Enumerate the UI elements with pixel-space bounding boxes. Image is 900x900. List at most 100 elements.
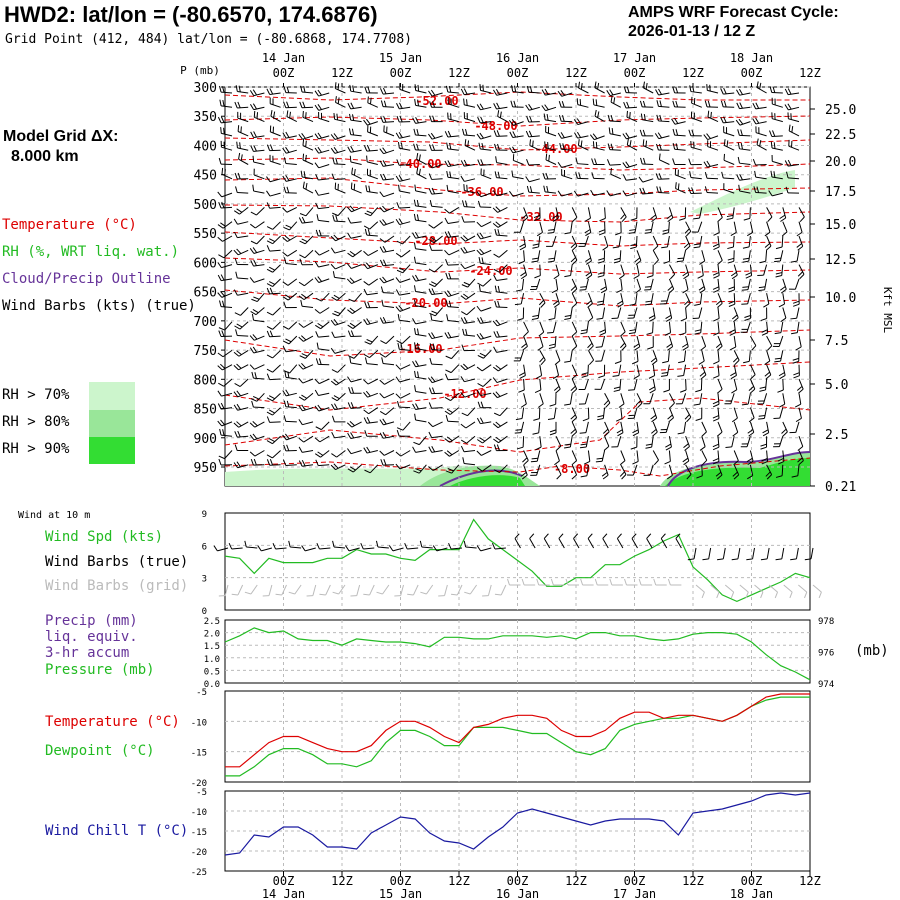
wind-barb-flag: [675, 129, 679, 136]
wind-barb-flag: [219, 99, 222, 106]
wind-barb-flag: [634, 346, 641, 351]
wind-barb: [476, 232, 492, 240]
wind-barb-shaft: [253, 92, 265, 97]
wind-barb-flag: [217, 262, 222, 268]
wind-barb-flag: [526, 185, 530, 193]
wind-barb-flag: [298, 295, 305, 301]
wind-barb-shaft: [513, 121, 524, 126]
wind-barb-shaft: [318, 206, 330, 210]
wind-barb: [283, 400, 297, 409]
wind-barb-flag: [666, 214, 673, 220]
wind-barb-flag: [684, 414, 690, 420]
wind-barb-flag: [729, 332, 736, 336]
wind-barb-shaft: [465, 421, 476, 429]
wind-barb-shaft: [481, 450, 492, 456]
wind-barb-flag: [494, 171, 497, 178]
wind-barb: [429, 343, 443, 351]
wind-barb: [413, 242, 427, 251]
wind-barb: [379, 191, 395, 198]
wind-barb: [530, 450, 541, 463]
wind-barb: [764, 350, 771, 365]
wind-barb: [723, 126, 735, 137]
wind-barb: [414, 370, 427, 380]
wind-barb-flag: [730, 375, 737, 380]
wind-barb-flag: [586, 274, 593, 280]
wind-barb: [253, 168, 265, 180]
wind-barb-flag: [533, 217, 541, 222]
wind-barb: [773, 407, 784, 419]
wind-barb-flag: [427, 421, 434, 427]
wind-barb-shaft: [620, 421, 624, 433]
wind-barb: [315, 459, 330, 467]
wind-barb-flag: [581, 375, 588, 378]
wind-barb-shaft: [674, 121, 686, 125]
wind-barb: [233, 461, 249, 469]
wind-barb-flag: [609, 578, 613, 586]
wind-barb-flag: [233, 351, 240, 357]
wind-barb-flag: [218, 254, 225, 259]
wind-barb-flag: [330, 235, 336, 242]
wind-barb-shaft: [569, 350, 573, 362]
wind-barb-flag: [682, 457, 689, 463]
wind-barb-flag: [285, 174, 290, 181]
wind-barb: [549, 421, 557, 436]
wind-barb-shaft: [253, 190, 265, 194]
wind-barb-flag: [273, 111, 276, 118]
wind-barb-shaft: [222, 364, 233, 371]
wind-barb-flag: [623, 101, 627, 109]
wind-barb-flag: [582, 418, 589, 422]
wind-barb: [252, 184, 265, 194]
wind-barb-flag: [412, 403, 417, 410]
wind-barb: [616, 278, 623, 293]
pressure-tick-label: 950: [194, 461, 217, 476]
wind-barb-flag: [770, 141, 773, 149]
wind-barb-flag: [379, 206, 385, 213]
wind-barb-flag: [218, 330, 222, 337]
wind-barb-flag: [747, 429, 754, 434]
wind-barb-flag: [282, 237, 288, 242]
wind-barb-flag: [700, 374, 707, 380]
top-time-label: 00Z: [390, 66, 412, 80]
wind-barb: [510, 100, 524, 108]
wind-barb-flag: [477, 355, 484, 359]
wind-barb: [787, 112, 800, 123]
wind-barb-flag: [606, 90, 611, 96]
wind-barb-shaft: [367, 174, 378, 180]
wind-barb-flag: [301, 335, 307, 341]
wind-barb-flag: [638, 578, 642, 586]
wind-barb-flag: [428, 188, 433, 195]
wind-barb-flag: [363, 225, 370, 230]
wind-barb: [416, 167, 427, 180]
wind-barb: [710, 584, 720, 599]
wind-barb-flag: [379, 379, 385, 385]
wind-barb-flag: [662, 360, 669, 364]
wind-barb: [477, 350, 492, 359]
wind-barb-shaft: [253, 174, 265, 180]
wind-barb-shaft: [778, 335, 784, 347]
wind-barb: [764, 235, 772, 251]
wind-barb-shaft: [658, 192, 670, 194]
wind-barb-flag: [639, 187, 643, 195]
wind-barb-flag: [266, 287, 271, 295]
wind-barb: [298, 446, 314, 453]
wind-barb-flag: [572, 216, 578, 223]
wind-barb-flag: [314, 277, 320, 283]
wind-barb-flag: [476, 467, 483, 472]
wind-barb: [331, 292, 346, 301]
wind-barb: [397, 313, 411, 323]
wind-barb: [266, 416, 281, 423]
wind-barb: [332, 207, 346, 217]
wind-barb-flag: [266, 325, 273, 330]
wind-barb-flag: [417, 342, 419, 350]
wind-barb-shaft: [272, 221, 281, 230]
wind-barb-shaft: [337, 307, 346, 317]
wind-barb: [628, 321, 638, 335]
bottom-time-label: 00Z: [273, 874, 295, 888]
wind-barb-shaft: [447, 221, 459, 225]
wind-barb-flag: [363, 288, 368, 295]
wind-barb-flag: [363, 417, 368, 424]
wind-barb: [592, 141, 605, 151]
wind-barb: [233, 248, 249, 256]
wind-barb-flag: [758, 286, 766, 289]
wind-barb-flag: [693, 217, 700, 220]
